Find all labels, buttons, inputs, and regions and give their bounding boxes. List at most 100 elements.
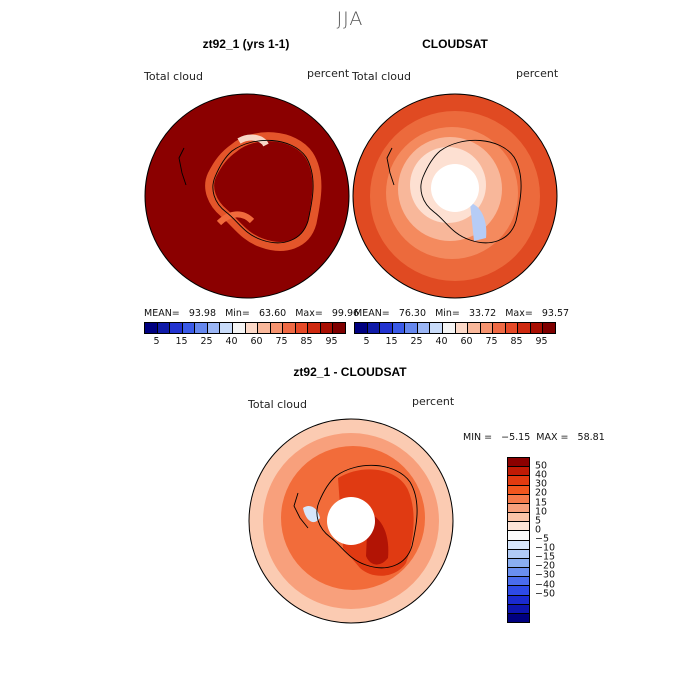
colorbar-tick-label: 15	[175, 336, 188, 347]
colorbar-swatch	[442, 323, 456, 333]
colorbar-swatch	[508, 540, 529, 550]
panel2-stats: MEAN= 76.30 Min= 33.72 Max= 93.57	[354, 308, 570, 319]
colorbar-tick-label: 5	[153, 336, 160, 347]
colorbar-swatch	[508, 613, 529, 623]
panel2-colorbar	[354, 322, 556, 334]
colorbar-tick-label: 40	[535, 469, 548, 481]
colorbar-tick-label: −5	[535, 533, 550, 545]
colorbar-swatch	[295, 323, 309, 333]
colorbar-tick-label: −50	[535, 588, 556, 600]
colorbar-tick-label: 85	[300, 336, 313, 347]
colorbar-swatch	[170, 323, 183, 333]
colorbar-swatch	[468, 323, 481, 333]
colorbar-tick-label: 40	[225, 336, 238, 347]
colorbar-tick-label: 75	[485, 336, 498, 347]
colorbar-tick-label: 75	[275, 336, 288, 347]
panel3-variable-label: Total cloud	[248, 398, 307, 411]
colorbar-swatch	[505, 323, 519, 333]
colorbar-tick-label: 50	[535, 460, 548, 472]
panel1-coastal-band	[205, 132, 322, 251]
colorbar-tick-label: −15	[535, 551, 556, 563]
colorbar-tick-label: 20	[535, 487, 548, 499]
colorbar-tick-label: 25	[410, 336, 423, 347]
colorbar-tick-label: 0	[535, 524, 542, 536]
colorbar-tick-label: −40	[535, 579, 556, 591]
colorbar-tick-label: 40	[435, 336, 448, 347]
colorbar-tick-label: 85	[510, 336, 523, 347]
colorbar-tick-label: 60	[250, 336, 263, 347]
panel1-map	[144, 93, 350, 299]
colorbar-swatch	[493, 323, 506, 333]
colorbar-swatch	[508, 503, 529, 514]
colorbar-swatch	[392, 323, 406, 333]
colorbar-swatch	[508, 522, 529, 532]
colorbar-swatch	[508, 458, 529, 468]
season-title: JJA	[336, 8, 364, 30]
colorbar-swatch	[508, 558, 529, 569]
colorbar-tick-label: 15	[385, 336, 398, 347]
colorbar-swatch	[508, 485, 529, 495]
colorbar-swatch	[530, 323, 544, 333]
panel3-antarctica-coastline	[316, 464, 418, 569]
colorbar-swatch	[508, 577, 529, 587]
colorbar-swatch	[355, 323, 368, 333]
colorbar-swatch	[405, 323, 418, 333]
colorbar-swatch	[380, 323, 393, 333]
colorbar-tick-label: −10	[535, 542, 556, 554]
colorbar-swatch	[232, 323, 246, 333]
colorbar-swatch	[367, 323, 381, 333]
colorbar-swatch	[508, 467, 529, 477]
panel2-pole-hole	[431, 164, 479, 212]
panel3-pole-hole	[327, 497, 375, 545]
colorbar-swatch	[417, 323, 431, 333]
panel1-colorbar-ticks: 5 15 25 40 60 75 85 95	[144, 336, 344, 348]
panel1-variable-label: Total cloud	[144, 70, 203, 83]
colorbar-swatch	[220, 323, 233, 333]
colorbar-tick-label: 30	[535, 478, 548, 490]
colorbar-swatch	[308, 323, 321, 333]
colorbar-tick-label: −30	[535, 569, 556, 581]
panel2-title: CLOUDSAT	[422, 37, 488, 51]
colorbar-swatch	[508, 595, 529, 605]
colorbar-swatch	[543, 323, 555, 333]
panel2-low-cloud-patch	[470, 203, 487, 241]
panel3-title: zt92_1 - CLOUDSAT	[293, 365, 407, 379]
colorbar-swatch	[508, 513, 529, 523]
colorbar-tick-label: 5	[363, 336, 370, 347]
panel3-units-label: percent	[412, 395, 455, 408]
colorbar-swatch	[508, 494, 529, 504]
panel1-colorbar	[144, 322, 346, 334]
colorbar-swatch	[455, 323, 469, 333]
colorbar-tick-label: 25	[200, 336, 213, 347]
colorbar-swatch	[320, 323, 334, 333]
colorbar-swatch	[195, 323, 208, 333]
panel1-antarctica-coastline	[212, 139, 314, 244]
panel3-minmax: MIN = −5.15 MAX = 58.81	[463, 432, 605, 443]
panel1-title: zt92_1 (yrs 1-1)	[202, 37, 290, 51]
colorbar-swatch	[508, 604, 529, 614]
panel3-map-border	[248, 418, 454, 624]
panel3-colorbar	[507, 457, 530, 623]
colorbar-swatch	[207, 323, 221, 333]
colorbar-swatch	[480, 323, 494, 333]
colorbar-swatch	[182, 323, 196, 333]
colorbar-swatch	[333, 323, 345, 333]
panel2-map	[352, 93, 558, 299]
colorbar-swatch	[283, 323, 296, 333]
colorbar-tick-label: 95	[325, 336, 338, 347]
panel2-antarctica-coastline	[420, 139, 522, 244]
colorbar-swatch	[145, 323, 158, 333]
colorbar-swatch	[258, 323, 271, 333]
colorbar-tick-label: 60	[460, 336, 473, 347]
colorbar-swatch	[508, 586, 529, 596]
panel1-map-border	[144, 93, 350, 299]
colorbar-tick-label: 15	[535, 497, 548, 509]
colorbar-swatch	[245, 323, 259, 333]
colorbar-tick-label: 5	[535, 515, 542, 527]
colorbar-swatch	[157, 323, 171, 333]
panel2-variable-label: Total cloud	[352, 70, 411, 83]
panel2-colorbar-ticks: 5 15 25 40 60 75 85 95	[354, 336, 554, 348]
panel1-stats: MEAN= 93.98 Min= 63.60 Max= 99.96	[144, 308, 360, 319]
colorbar-swatch	[508, 549, 529, 559]
colorbar-swatch	[508, 531, 529, 541]
